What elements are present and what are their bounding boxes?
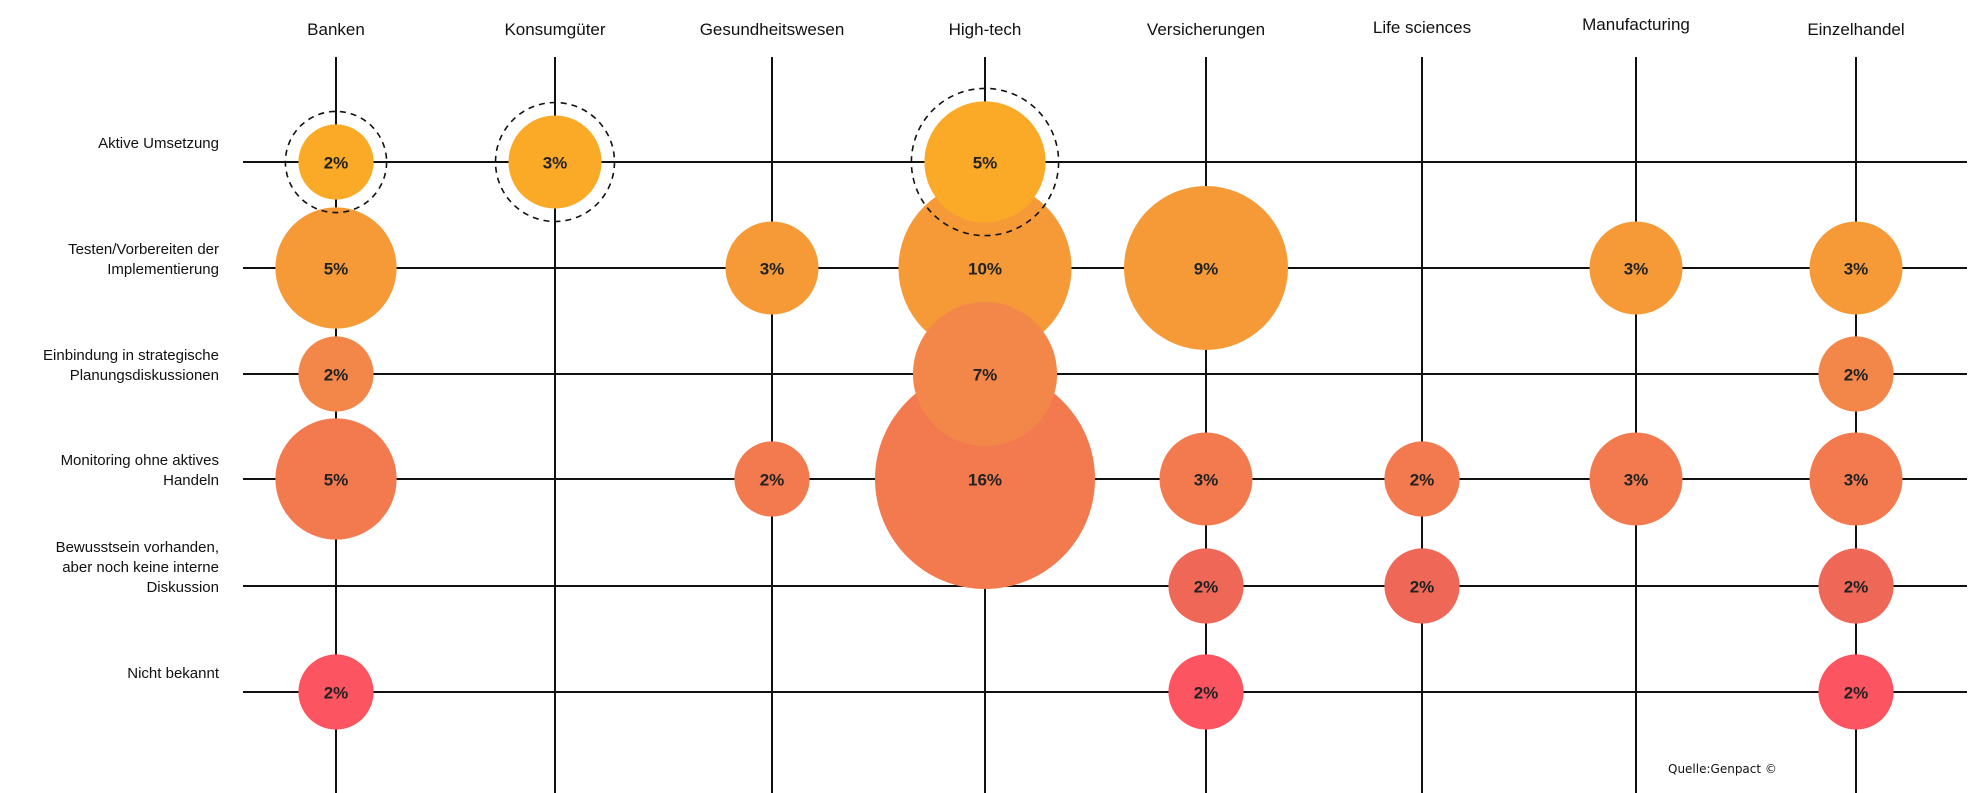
row-label: Aktive Umsetzung [98,135,219,152]
bubble [1124,186,1288,350]
bubble [1168,548,1244,624]
row-label: Testen/Vorbereiten der Implementierung [68,241,219,278]
row-label-line: Bewusstsein vorhanden, [56,539,219,556]
bubble [1589,221,1683,315]
bubble-value-label: 2% [324,366,349,385]
row-label-line: Planungsdiskussionen [70,367,219,384]
bubble-value-label: 3% [1624,471,1649,490]
bubble-value-label: 3% [1844,260,1869,279]
bubble [298,654,374,730]
bubble [725,221,819,315]
bubble-value-label: 2% [760,471,785,490]
row-label-line: Diskussion [146,579,219,596]
labels: Banken Konsumgüter Gesundheitswesen High-te… [43,15,1905,703]
bubble-value-label: 2% [1194,684,1219,703]
bubble-value-label: 2% [1844,578,1869,597]
row-label-line: Monitoring ohne aktives [61,452,219,469]
column-label: Versicherungen [1147,20,1265,39]
column-label: Konsumgüter [504,20,605,39]
bubble-value-label: 10% [968,260,1002,279]
bubble [912,301,1058,447]
bubbles [275,87,1903,730]
bubble [1818,336,1894,412]
bubble-value-label: 5% [324,471,349,490]
bubble [1818,548,1894,624]
bubble-value-label: 5% [973,154,998,173]
row-label-line: Aktive Umsetzung [98,135,219,152]
row-label-line: Handeln [163,472,219,489]
bubble-value-label: 5% [324,260,349,279]
bubble-value-label: 2% [324,154,349,173]
row-label: Nicht bekannt [127,665,220,682]
bubble [1809,432,1903,526]
bubble [1168,654,1244,730]
bubble [1809,221,1903,315]
bubble-value-label: 9% [1194,260,1219,279]
bubble [1384,441,1460,517]
bubble [924,101,1046,223]
column-label: Life sciences [1373,18,1471,37]
bubble-value-label: 2% [324,684,349,703]
row-label-line: aber noch keine interne [62,559,219,576]
bubble-value-label: 16% [968,471,1002,490]
bubble [1384,548,1460,624]
bubble-value-label: 2% [1410,578,1435,597]
bubble-value-label: 2% [1844,684,1869,703]
row-label: Monitoring ohne aktives Handeln [61,452,219,489]
bubble-value-label: 2% [1410,471,1435,490]
highlight-ring [284,110,388,214]
row-label-line: Testen/Vorbereiten der [68,241,219,258]
bubble [898,181,1072,355]
column-label: Banken [307,20,365,39]
bubble-value-label: 3% [1624,260,1649,279]
grid-lines [243,57,1967,793]
column-label: Einzelhandel [1807,20,1904,39]
bubble [1589,432,1683,526]
column-label: High-tech [949,20,1022,39]
bubble-value-label: 3% [760,260,785,279]
bubble-value-label: 3% [543,154,568,173]
bubble [734,441,810,517]
row-label-line: Implementierung [107,261,219,278]
bubble [298,124,374,200]
row-label-line: Nicht bekannt [127,665,220,682]
row-label: Einbindung in strategische Planungsdiskus… [43,347,219,384]
column-label: Manufacturing [1582,15,1690,34]
bubble-value-label: 3% [1194,471,1219,490]
bubble [875,369,1095,589]
bubble-value-label: 2% [1844,366,1869,385]
bubble-value-label: 7% [973,366,998,385]
bubble [1818,654,1894,730]
column-label: Gesundheitswesen [700,20,845,39]
bubble [508,115,602,209]
bubble [298,336,374,412]
highlight-ring [910,87,1060,237]
source-note: Quelle:Genpact © [1668,762,1777,776]
row-label-line: Einbindung in strategische [43,347,219,364]
highlight-ring [494,101,616,223]
bubble-value-label: 3% [1844,471,1869,490]
bubble [275,207,397,329]
bubble-value-label: 2% [1194,578,1219,597]
bubble [275,418,397,540]
bubble [1159,432,1253,526]
row-label: Bewusstsein vorhanden, aber noch keine in… [56,539,219,596]
